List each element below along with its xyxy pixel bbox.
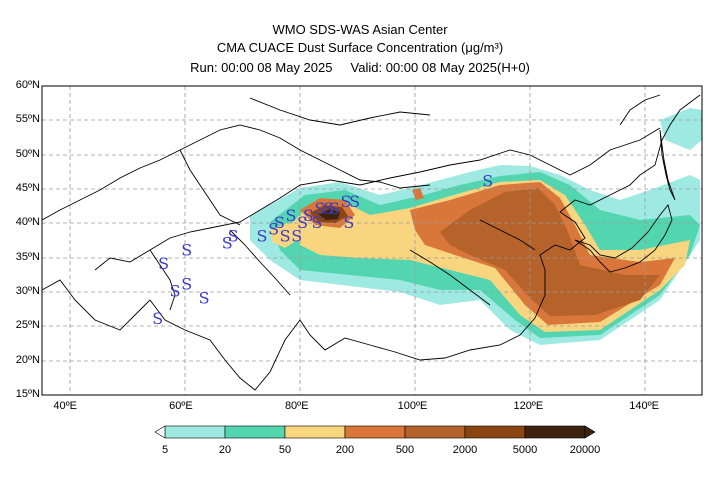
dust-storm-symbol: S	[291, 227, 302, 246]
lat-label: 50ºN	[15, 147, 40, 160]
lat-label: 40ºN	[15, 216, 40, 229]
title-product: CMA CUACE Dust Surface Concentration (μg…	[216, 40, 504, 55]
lon-label: 120ºE	[513, 400, 544, 412]
dust-storm-symbol: S	[482, 172, 493, 191]
colorbar-segment	[284, 425, 346, 439]
dust-level-50-w	[270, 222, 300, 248]
lon-label: 100ºE	[397, 400, 428, 412]
colorbar	[154, 425, 596, 439]
dust-storm-symbol: S	[170, 282, 181, 301]
title-center: WMO SDS-WAS Asian Center	[272, 22, 448, 37]
dust-storm-symbol: S	[268, 220, 279, 239]
dust-level-5000	[318, 209, 340, 220]
lat-label: 25ºN	[15, 319, 40, 332]
colorbar-segment	[464, 425, 526, 439]
colorbar-label: 5000	[512, 444, 538, 456]
dust-storm-symbol: S	[329, 199, 340, 218]
colorbar-label: 20000	[569, 444, 601, 456]
dust-storm-symbol: S	[323, 199, 334, 218]
dust-storm-symbol: S	[181, 240, 192, 259]
valid-time: Valid: 00:00 08 May 2025(H+0)	[350, 60, 530, 75]
dust-storm-symbol: S	[285, 206, 296, 225]
dust-storm-symbol: S	[199, 288, 210, 307]
lat-label: 30ºN	[15, 285, 40, 297]
dust-storm-symbol: S	[158, 254, 169, 273]
lon-label: 140ºE	[629, 400, 659, 412]
run-time: Run: 00:00 08 May 2025	[190, 60, 333, 75]
colorbar-label: 500	[395, 444, 415, 456]
graticule	[42, 86, 702, 395]
dust-storm-symbol: S	[257, 227, 268, 246]
dust-level-5-ne	[660, 108, 702, 150]
dust-storm-symbol: S	[314, 199, 325, 218]
map-frame	[41, 85, 703, 396]
lon-label: 40ºE	[53, 400, 77, 412]
lat-label: 20ºN	[15, 353, 40, 366]
dust-storm-symbol: S	[340, 192, 351, 211]
dust-storm-symbol: S	[222, 233, 233, 252]
lat-label: 15ºN	[15, 388, 40, 400]
dust-storm-symbol: S	[280, 227, 291, 246]
dust-storm-symbol: S	[228, 227, 239, 246]
colorbar-segment	[344, 425, 406, 439]
colorbar-segment	[404, 425, 466, 439]
dust-storm-symbol: S	[349, 192, 360, 211]
colorbar-high-arrow	[584, 425, 596, 439]
lon-label: 80ºE	[284, 400, 309, 412]
colorbar-label: 200	[335, 444, 355, 456]
colorbar-label: 20	[218, 444, 232, 456]
lat-label: 45ºN	[15, 182, 40, 194]
lat-label: 55ºN	[15, 113, 40, 126]
lon-label: 60ºE	[169, 400, 193, 412]
dust-storm-symbol: S	[181, 275, 192, 294]
colorbar-low-arrow	[154, 425, 166, 439]
dust-storm-symbol: S	[312, 213, 323, 232]
dust-storm-symbol: S	[297, 213, 308, 232]
dust-storm-symbol: S	[303, 206, 314, 225]
colorbar-segment	[224, 425, 286, 439]
dust-storm-symbol: S	[274, 213, 285, 232]
dust-field	[250, 108, 702, 345]
colorbar-segment	[524, 425, 586, 439]
dust-storm-symbol: S	[343, 213, 354, 232]
title-run-valid: Run: 00:00 08 May 2025 Valid: 00:00 08 M…	[0, 59, 720, 76]
dust-storm-symbol: S	[152, 309, 163, 328]
colorbar-segment	[164, 425, 226, 439]
colorbar-label: 2000	[452, 444, 478, 456]
colorbar-label: 5	[161, 444, 169, 456]
dust-level-500	[440, 188, 660, 316]
lat-label: 35ºN	[15, 250, 40, 263]
lat-label: 60ºN	[15, 79, 40, 91]
colorbar-label: 50	[278, 444, 292, 456]
coastlines	[42, 94, 701, 391]
